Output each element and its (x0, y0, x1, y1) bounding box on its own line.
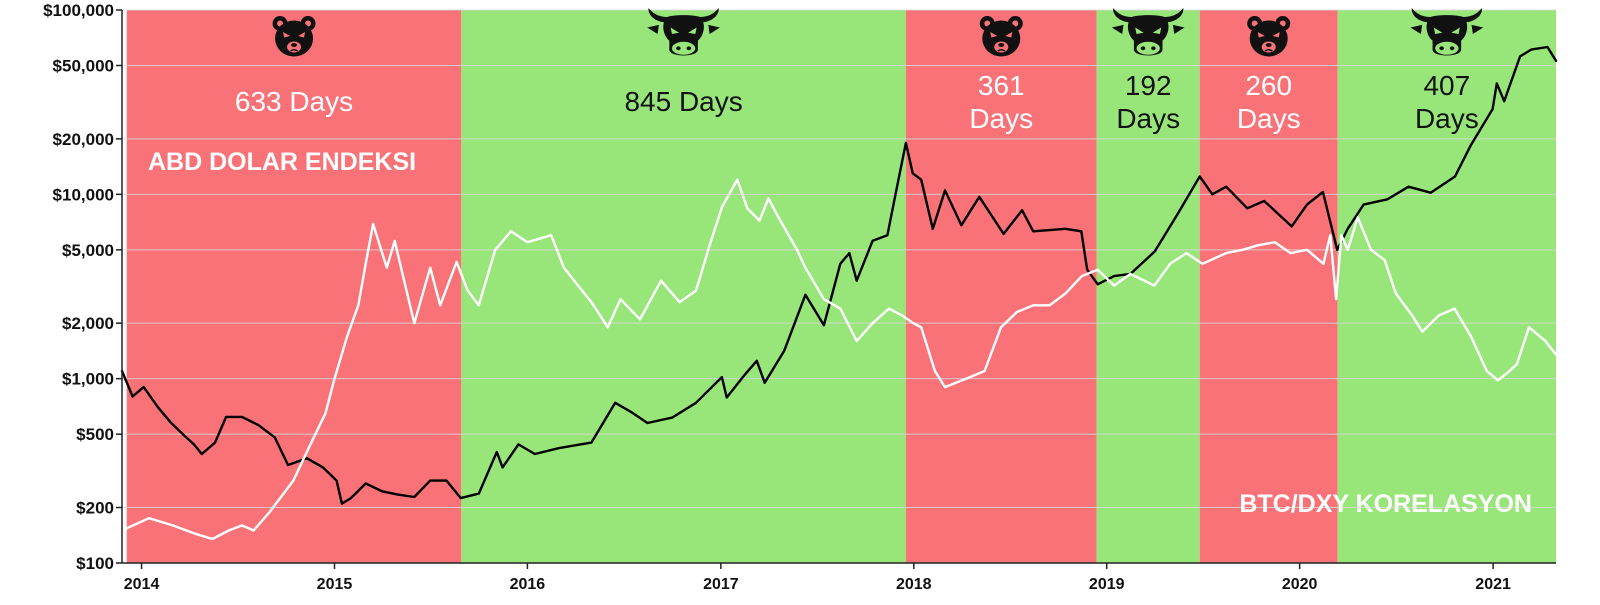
y-tick-label: $1,000 (62, 370, 114, 389)
x-tick-label: 2014 (124, 576, 160, 593)
annotation-dxy: ABD DOLAR ENDEKSI (148, 148, 416, 176)
bear-band-3 (905, 10, 1097, 563)
bear-band-5 (1199, 10, 1338, 563)
y-tick-label: $50,000 (53, 56, 114, 75)
x-tick-label: 2015 (317, 576, 353, 593)
regime-duration-label: Days (1116, 103, 1180, 134)
y-tick-label: $10,000 (53, 185, 114, 204)
regime-duration-label: 633 Days (235, 86, 353, 117)
axes: $100 $200 $500 $1,000 $2,000 $5,000 $10,000 $20… (43, 1, 1556, 593)
regime-duration-label: 260 (1245, 70, 1292, 101)
y-tick-label: $100,000 (43, 1, 114, 20)
bull-band-2 (461, 10, 906, 563)
bull-band-6 (1337, 10, 1556, 563)
dxy-index-line (120, 178, 1558, 541)
regime-duration-label: Days (969, 103, 1033, 134)
regime-duration-label: Days (1237, 103, 1301, 134)
regime-duration-label: 845 Days (624, 86, 742, 117)
y-tick-label: $2,000 (62, 314, 114, 333)
y-tick-label: $5,000 (62, 241, 114, 260)
y-tick-label: $100 (76, 554, 114, 573)
regime-labels: 633 Days 845 Days361Days192Days260Days407… (235, 70, 1479, 134)
x-tick-label: 2020 (1282, 576, 1318, 593)
btc-price-line (120, 45, 1558, 505)
regime-duration-label: 407 (1423, 70, 1470, 101)
y-tick-label: $500 (76, 425, 114, 444)
x-tick-label: 2016 (510, 576, 546, 593)
y-tick-label: $200 (76, 499, 114, 518)
x-tick-label: 2017 (703, 576, 739, 593)
x-tick-label: 2018 (896, 576, 932, 593)
regime-duration-label: 192 (1125, 70, 1172, 101)
regime-duration-label: Days (1415, 103, 1479, 134)
annotation-correlation: BTC/DXY KORELASYON (1239, 490, 1532, 518)
x-tick-label: 2019 (1089, 576, 1125, 593)
y-tick-label: $20,000 (53, 130, 114, 149)
regime-duration-label: 361 (978, 70, 1025, 101)
x-tick-label: 2021 (1475, 576, 1511, 593)
series (120, 45, 1558, 541)
